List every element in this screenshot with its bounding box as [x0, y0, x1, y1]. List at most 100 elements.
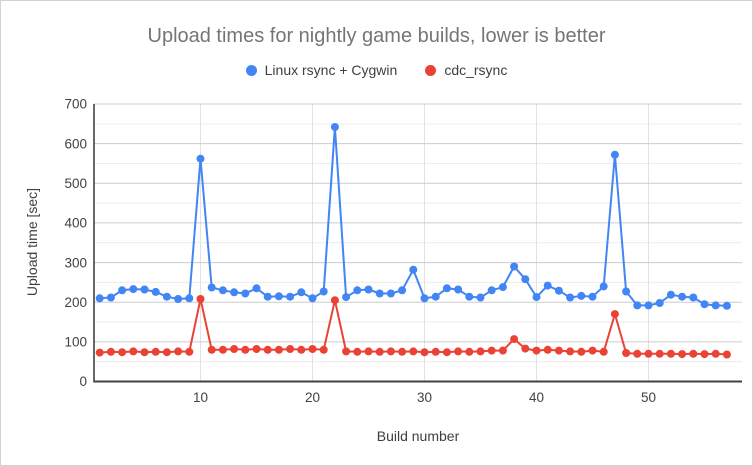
legend-item-cdc-rsync: cdc_rsync — [425, 62, 507, 78]
data-point — [274, 292, 283, 301]
y-tick-label: 300 — [64, 255, 87, 270]
data-point — [342, 347, 351, 356]
data-point — [454, 285, 463, 294]
data-point — [319, 287, 328, 296]
y-tick-label: 700 — [64, 97, 87, 112]
data-point — [666, 290, 675, 299]
data-point — [286, 345, 295, 353]
data-point — [633, 349, 642, 358]
data-point — [476, 347, 485, 356]
data-point — [476, 293, 485, 302]
data-point — [162, 292, 171, 301]
data-point — [711, 301, 720, 310]
data-point — [230, 345, 239, 353]
data-point — [308, 345, 317, 353]
data-point — [353, 286, 362, 295]
data-point — [140, 285, 149, 294]
data-point — [230, 288, 239, 297]
data-point — [666, 349, 675, 358]
data-point — [129, 347, 138, 356]
data-point — [386, 347, 395, 356]
data-point — [510, 335, 519, 344]
data-point — [577, 347, 586, 356]
data-point — [207, 345, 216, 354]
data-point — [599, 282, 608, 291]
data-point — [622, 287, 631, 296]
data-point — [644, 301, 653, 310]
series-line-0 — [99, 126, 727, 307]
data-point — [151, 347, 160, 356]
data-point — [622, 349, 631, 357]
data-point — [241, 289, 250, 298]
data-point — [554, 346, 563, 355]
data-point — [218, 345, 227, 354]
data-point — [185, 294, 194, 303]
data-point — [274, 345, 283, 354]
data-point — [375, 347, 384, 356]
data-point — [297, 288, 306, 297]
data-point — [263, 345, 272, 354]
legend: Linux rsync + Cygwin cdc_rsync — [1, 62, 752, 78]
data-point — [498, 346, 507, 355]
y-tick-label: 500 — [64, 176, 87, 191]
data-point — [577, 291, 586, 300]
data-point — [678, 350, 687, 359]
data-point — [454, 347, 463, 356]
x-tick-label: 30 — [417, 390, 432, 405]
data-point — [308, 294, 317, 303]
data-point — [218, 286, 227, 295]
data-point — [241, 345, 250, 354]
y-tick-label: 600 — [64, 136, 87, 151]
data-point — [252, 345, 261, 353]
data-point — [700, 300, 709, 309]
data-point — [554, 286, 563, 295]
data-point — [106, 293, 115, 302]
data-point — [588, 292, 597, 301]
y-tick-label: 100 — [64, 335, 87, 350]
data-point — [487, 286, 496, 295]
y-tick-label: 400 — [64, 216, 87, 231]
data-point — [118, 348, 127, 357]
data-point — [95, 294, 104, 303]
data-point — [532, 346, 541, 355]
data-point — [140, 348, 149, 357]
data-point — [420, 348, 429, 357]
data-point — [263, 292, 272, 301]
data-point — [151, 287, 160, 296]
data-point — [465, 347, 474, 356]
data-point — [633, 301, 642, 310]
data-point — [364, 347, 373, 356]
data-point — [431, 292, 440, 301]
data-point — [532, 293, 541, 302]
data-point — [118, 286, 127, 295]
data-point — [129, 285, 138, 294]
data-point — [599, 347, 608, 356]
legend-label: cdc_rsync — [444, 62, 508, 78]
data-point — [442, 284, 451, 293]
data-point — [442, 348, 451, 357]
data-point — [566, 347, 575, 356]
data-point — [678, 292, 687, 301]
data-point — [375, 289, 384, 298]
data-point — [689, 293, 698, 302]
data-point — [162, 348, 171, 357]
data-point — [610, 310, 619, 319]
data-point — [207, 283, 216, 292]
data-point — [409, 265, 418, 274]
data-point — [364, 285, 373, 294]
data-point — [543, 345, 552, 354]
data-point — [409, 347, 418, 356]
data-point — [689, 349, 698, 358]
y-tick-label: 200 — [64, 295, 87, 310]
data-point — [655, 299, 664, 307]
data-point — [398, 347, 407, 356]
data-point — [196, 295, 205, 303]
data-point — [655, 349, 664, 358]
legend-dot-icon — [245, 64, 257, 76]
data-point — [521, 344, 530, 353]
data-point — [543, 281, 552, 290]
data-point — [498, 283, 507, 292]
chart-title: Upload times for nightly game builds, lo… — [147, 25, 606, 47]
data-point — [510, 262, 519, 271]
